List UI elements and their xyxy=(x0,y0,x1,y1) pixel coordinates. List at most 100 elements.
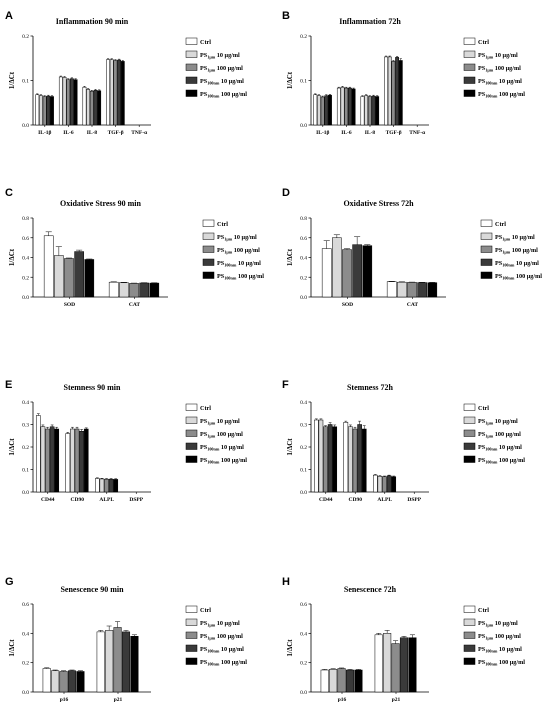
legend-entry: PS1µm 10 µg/ml xyxy=(478,52,518,60)
bar xyxy=(320,96,325,126)
legend-entry: Ctrl xyxy=(478,607,489,614)
bar xyxy=(367,96,372,126)
legend-swatch xyxy=(185,403,198,411)
legend-entry: Ctrl xyxy=(200,405,211,412)
bar xyxy=(51,670,60,693)
bar xyxy=(108,478,114,493)
bar xyxy=(109,59,114,126)
y-axis-label: 1/ΔCt xyxy=(286,639,294,657)
legend-swatch xyxy=(480,258,493,266)
bar xyxy=(384,56,388,126)
panel-label: D xyxy=(282,187,290,199)
bar xyxy=(337,668,346,693)
y-tick-label: 0.0 xyxy=(22,690,29,696)
legend-swatch xyxy=(185,605,198,613)
bar xyxy=(318,419,324,493)
bar xyxy=(324,95,329,126)
legend: Ctrl PS1µm 10 µg/ml PS1µm 100 µg/ml PS100nm… xyxy=(463,37,525,98)
legend: Ctrl PS1µm 10 µg/ml PS1µm 100 µg/ml PS100nm… xyxy=(185,605,247,666)
bar xyxy=(391,61,396,126)
legend: Ctrl PS1µm 10 µg/ml PS1µm 100 µg/ml PS100nm… xyxy=(463,605,525,666)
bar xyxy=(313,94,318,126)
bar xyxy=(320,669,329,693)
legend-swatch xyxy=(463,37,476,45)
bar xyxy=(104,478,109,493)
bar xyxy=(43,235,54,298)
bar xyxy=(93,90,98,126)
legend-entry: PS1µm 100 µg/ml xyxy=(478,431,521,439)
legend-swatch xyxy=(463,657,476,665)
y-tick-label: 0.2 xyxy=(300,445,307,451)
legend-entry: PS1µm 100 µg/ml xyxy=(200,65,243,73)
legend: Ctrl PS1µm 10 µg/ml PS1µm 100 µg/ml PS100nm… xyxy=(202,219,264,280)
legend-swatch xyxy=(202,245,215,253)
legend-entry: PS1µm 10 µg/ml xyxy=(200,52,240,60)
legend-swatch xyxy=(185,442,198,450)
bar xyxy=(89,90,94,126)
bar xyxy=(105,630,114,693)
bar xyxy=(84,259,95,298)
x-tick-label: IL-1β xyxy=(316,130,329,136)
legend-swatch xyxy=(463,605,476,613)
bar xyxy=(354,669,363,693)
panel-f: F Stemness 72h 1/ΔCt 0.0 0.1 0.2 0.3 0.4 CD44 CD9… xyxy=(282,379,525,503)
x-tick-label: CD90 xyxy=(71,497,85,503)
x-tick-label: ALPL xyxy=(377,497,392,503)
panel-d: D Oxidative Stress 72h 1/ΔCt 0.0 0.2 0.4 0.6 0.… xyxy=(282,187,542,308)
bar xyxy=(65,433,71,493)
panel-label: C xyxy=(5,187,13,199)
legend-entry: PS1µm 100 µg/ml xyxy=(200,633,243,641)
bar xyxy=(357,424,362,493)
legend-entry: PS100nm 10 µg/ml xyxy=(478,444,522,452)
y-tick-label: 0.0 xyxy=(22,123,29,129)
legend-entry: Ctrl xyxy=(200,607,211,614)
y-tick-label: 0.0 xyxy=(22,295,29,301)
bar xyxy=(348,426,353,493)
y-tick-label: 0.1 xyxy=(300,79,307,85)
legend-entry: PS100nm 10 µg/ml xyxy=(478,646,522,654)
legend-entry: PS1µm 10 µg/ml xyxy=(495,234,535,242)
legend-entry: Ctrl xyxy=(478,405,489,412)
y-tick-label: 0.4 xyxy=(300,400,307,406)
legend: Ctrl PS1µm 10 µg/ml PS1µm 100 µg/ml PS100nm… xyxy=(185,37,247,98)
legend-entry: PS1µm 100 µg/ml xyxy=(200,431,243,439)
bar xyxy=(364,95,369,126)
bar xyxy=(58,76,63,126)
legend-entry: PS1µm 10 µg/ml xyxy=(478,620,518,628)
legend-entry: PS100nm 10 µg/ml xyxy=(200,646,244,654)
panel-label: A xyxy=(5,10,13,22)
legend-swatch xyxy=(202,219,215,227)
y-axis-label: 1/ΔCt xyxy=(8,248,16,266)
legend-entry: PS1µm 10 µg/ml xyxy=(478,418,518,426)
bar xyxy=(347,87,352,126)
legend-swatch xyxy=(463,416,476,424)
bar xyxy=(39,95,43,126)
bar xyxy=(391,476,397,493)
bar xyxy=(49,426,55,493)
legend-swatch xyxy=(463,429,476,437)
x-tick-label: IL-6 xyxy=(63,130,74,136)
legend-entry: Ctrl xyxy=(478,39,489,46)
legend-entry: PS1µm 10 µg/ml xyxy=(200,418,240,426)
y-tick-label: 0.1 xyxy=(22,79,29,85)
panel-label: B xyxy=(282,10,290,22)
panel-label: F xyxy=(282,379,289,391)
x-tick-label: CAT xyxy=(129,302,141,308)
y-axis-label: 1/ΔCt xyxy=(8,438,16,456)
legend-entry: PS1µm 100 µg/ml xyxy=(495,247,538,255)
legend-swatch xyxy=(480,245,493,253)
legend-entry: PS100nm 100 µg/ml xyxy=(495,273,542,281)
y-tick-label: 0.8 xyxy=(300,216,307,222)
legend-swatch xyxy=(463,455,476,463)
bar xyxy=(361,428,367,493)
bar xyxy=(54,428,60,493)
bar xyxy=(332,237,342,298)
legend-swatch xyxy=(463,89,476,97)
bar xyxy=(120,61,125,126)
y-tick-label: 0.2 xyxy=(300,275,307,281)
bar xyxy=(362,245,373,298)
y-tick-label: 0.0 xyxy=(22,490,29,496)
bar xyxy=(50,96,54,126)
y-tick-label: 0.0 xyxy=(300,490,307,496)
